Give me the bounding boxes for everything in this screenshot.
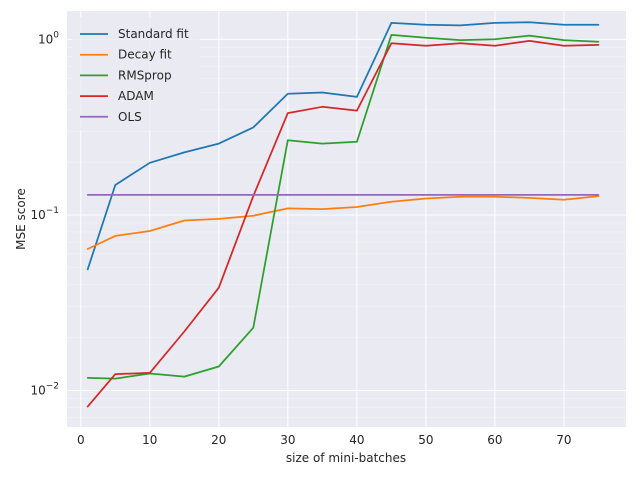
legend-label: RMSprop <box>118 68 172 82</box>
y-tick-label: 100 <box>38 30 59 46</box>
x-tick-label: 30 <box>280 433 295 447</box>
legend-label: ADAM <box>118 89 154 103</box>
y-axis-label: MSE score <box>14 188 28 250</box>
x-axis-ticks: 0 10 20 30 40 50 60 70 <box>77 433 572 447</box>
legend: Standard fit Decay fit RMSprop ADAM OLS <box>72 17 200 131</box>
y-tick-label: 10−1 <box>30 206 59 222</box>
series-line-standard-fit <box>86 21 600 271</box>
x-tick-label: 10 <box>142 433 157 447</box>
series-lines <box>86 21 600 408</box>
series-line-rmsprop <box>86 34 600 380</box>
y-axis-ticks: 10−2 10−1 100 <box>30 30 59 397</box>
x-tick-label: 0 <box>77 433 85 447</box>
legend-label: Standard fit <box>118 27 189 41</box>
series-line-adam <box>86 40 600 408</box>
series-line-decay-fit <box>86 195 600 250</box>
legend-label: Decay fit <box>118 48 172 62</box>
x-tick-label: 60 <box>487 433 502 447</box>
x-tick-label: 20 <box>211 433 226 447</box>
legend-label: OLS <box>118 110 142 124</box>
x-axis-label: size of mini-batches <box>286 451 406 465</box>
y-tick-label: 10−2 <box>30 382 59 398</box>
x-tick-label: 50 <box>418 433 433 447</box>
legend-box <box>72 17 200 131</box>
x-tick-label: 70 <box>556 433 571 447</box>
x-tick-label: 40 <box>349 433 364 447</box>
